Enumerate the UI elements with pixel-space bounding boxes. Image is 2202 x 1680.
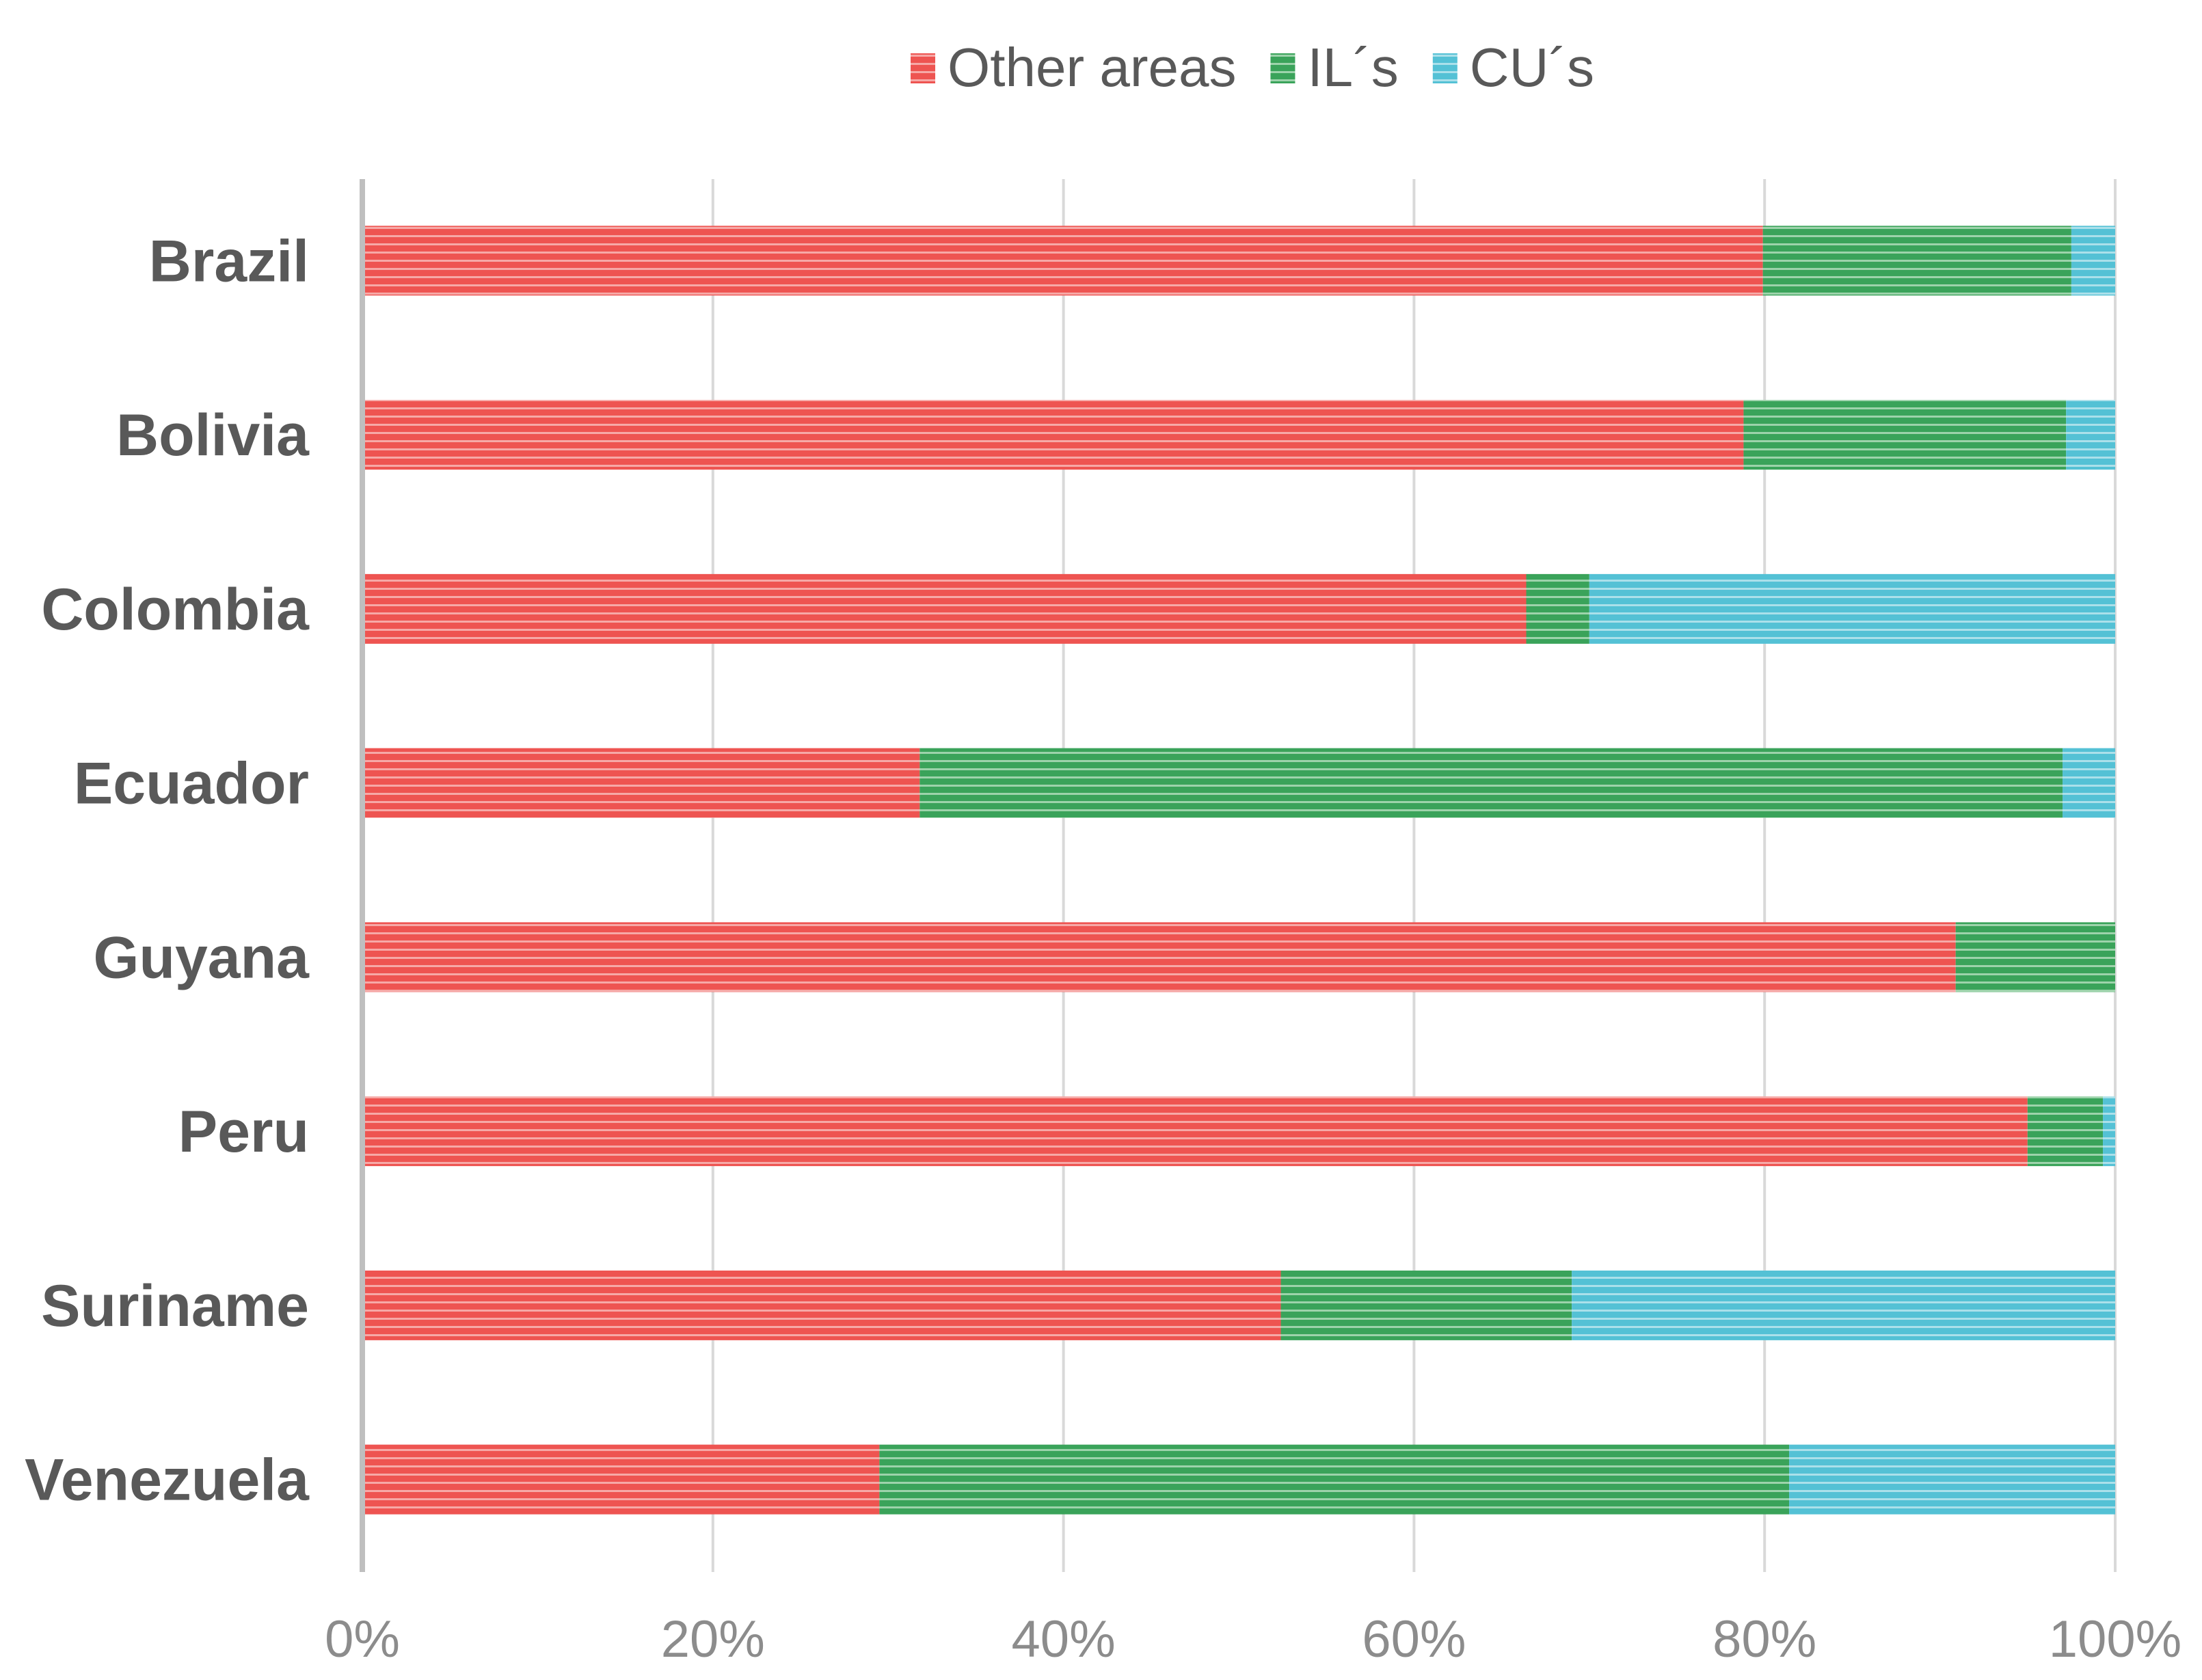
bar-bolivia-cu-s [2066,400,2115,470]
bar-suriname-other-areas [362,1270,1281,1340]
x-tick-label: 100% [2049,1610,2181,1668]
bar-bolivia-il-s [1743,400,2067,470]
bar-colombia-cu-s [1589,573,2115,644]
y-tick-label-brazil: Brazil [149,228,309,294]
bar-ecuador-other-areas [362,748,920,818]
legend-label-il-s: IL´s [1307,37,1398,98]
y-tick-label-venezuela: Venezuela [25,1448,310,1513]
bar-venezuela-other-areas [362,1444,880,1515]
bar-brazil-cu-s [2071,226,2115,296]
y-tick-label-suriname: Suriname [41,1273,309,1339]
y-tick-label-ecuador: Ecuador [74,751,309,817]
bar-brazil-other-areas [362,226,1763,296]
y-tick-label-colombia: Colombia [41,577,310,642]
legend-swatch-other-areas [911,53,936,83]
bar-venezuela-il-s [879,1444,1790,1515]
bar-peru-cu-s [2103,1096,2115,1167]
x-tick-label: 0% [325,1610,400,1668]
bar-suriname-il-s [1280,1270,1572,1340]
bars-layer [362,226,2115,1515]
legend-swatch-cu-s [1432,53,1458,83]
bar-peru-il-s [2027,1096,2104,1167]
bar-venezuela-cu-s [1789,1444,2115,1515]
x-tick-label: 20% [661,1610,765,1668]
bar-brazil-il-s [1762,226,2071,296]
x-tick-label: 40% [1012,1610,1116,1668]
y-tick-label-peru: Peru [178,1099,309,1165]
legend-swatch-il-s [1270,53,1295,83]
bar-peru-other-areas [362,1096,2028,1167]
bar-colombia-il-s [1526,573,1589,644]
axis-layer: 0% 20% 40% 60% 80% 100% Brazil Bolivia Colombia E… [25,179,2181,1668]
grid-layer [711,179,2117,1572]
x-tick-label: 80% [1713,1610,1816,1668]
legend: Other areas IL´s CU´s [911,37,1594,98]
y-tick-label-guyana: Guyana [94,925,310,990]
bar-suriname-cu-s [1572,1270,2115,1340]
legend-label-cu-s: CU´s [1470,37,1594,98]
bar-colombia-other-areas [362,573,1527,644]
bar-ecuador-cu-s [2063,748,2115,818]
bar-ecuador-il-s [919,748,2063,818]
legend-label-other-areas: Other areas [948,37,1236,98]
bar-guyana-il-s [1955,922,2115,992]
bar-bolivia-other-areas [362,400,1744,470]
x-tick-label: 60% [1362,1610,1466,1668]
bar-guyana-other-areas [362,922,1956,992]
y-tick-label-bolivia: Bolivia [116,403,310,468]
